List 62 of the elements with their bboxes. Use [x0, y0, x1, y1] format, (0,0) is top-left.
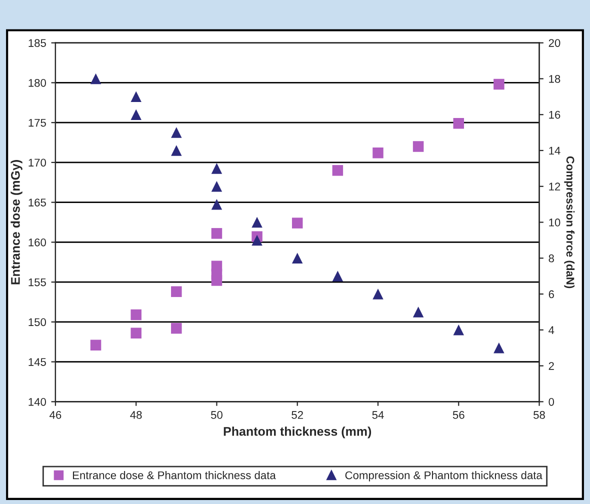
y2-tick-label: 18: [549, 74, 560, 83]
point: [332, 165, 344, 176]
point: [252, 234, 262, 246]
x-tick-label: 50: [210, 411, 222, 419]
point: [90, 73, 102, 84]
point: [211, 198, 222, 210]
x-tick-label: 56: [452, 411, 464, 419]
y2-tick-label: 12: [549, 182, 560, 190]
y2-tick-label: 2: [548, 362, 554, 370]
y-tick-label: 145: [28, 358, 46, 366]
x-tick-label: 52: [292, 411, 303, 419]
point: [372, 288, 384, 300]
y-tick-label: 150: [28, 318, 46, 326]
y-tick-label: 140: [28, 398, 46, 406]
point: [494, 342, 504, 354]
y2-tick-label: 8: [548, 254, 554, 262]
point: [372, 148, 384, 158]
y2-tick-label: 16: [549, 110, 560, 119]
point: [211, 181, 222, 192]
y2-tick-label: 4: [548, 326, 554, 334]
point: [171, 286, 182, 298]
point: [211, 228, 222, 239]
x-tick-label: 58: [534, 411, 545, 419]
y2-tick-label: 6: [548, 290, 554, 298]
point: [412, 141, 424, 152]
point: [292, 218, 303, 228]
legend-label: Compression & Phantom thickness data: [345, 471, 542, 482]
y-tick-label: 160: [28, 238, 46, 246]
point: [453, 324, 464, 336]
point: [332, 270, 344, 282]
point: [171, 322, 182, 334]
point: [130, 91, 142, 102]
x-tick-label: 46: [50, 411, 62, 419]
y-tick-label: 155: [28, 278, 46, 286]
point: [494, 78, 504, 90]
point: [130, 309, 142, 320]
point: [292, 252, 303, 264]
point: [453, 118, 464, 129]
point: [252, 216, 262, 228]
x-tick-label: 48: [130, 411, 142, 419]
point: [171, 145, 182, 156]
x-axis-title: Phantom thickness (mm): [224, 426, 372, 438]
y-axis-title: Entrance dose (mGy): [10, 160, 22, 284]
y2-tick-label: 14: [549, 146, 560, 155]
y2-axis-title: Compression force (daN): [564, 156, 575, 288]
y2-tick-label: 0: [548, 398, 554, 406]
y-tick-label: 185: [28, 39, 46, 47]
point: [211, 275, 222, 286]
point: [412, 306, 424, 318]
y-tick-label: 180: [28, 78, 46, 87]
x-tick-label: 54: [372, 411, 384, 419]
point: [211, 163, 222, 174]
point: [130, 109, 142, 120]
y-tick-label: 175: [28, 118, 46, 127]
y2-tick-label: 20: [548, 39, 560, 47]
point: [130, 328, 142, 338]
point: [171, 127, 182, 138]
y2-tick-label: 10: [549, 218, 560, 226]
legend-label: Entrance dose & Phantom thickness data: [72, 471, 276, 480]
y-tick-label: 165: [28, 198, 46, 206]
point: [90, 340, 102, 350]
y-tick-label: 170: [28, 158, 46, 167]
